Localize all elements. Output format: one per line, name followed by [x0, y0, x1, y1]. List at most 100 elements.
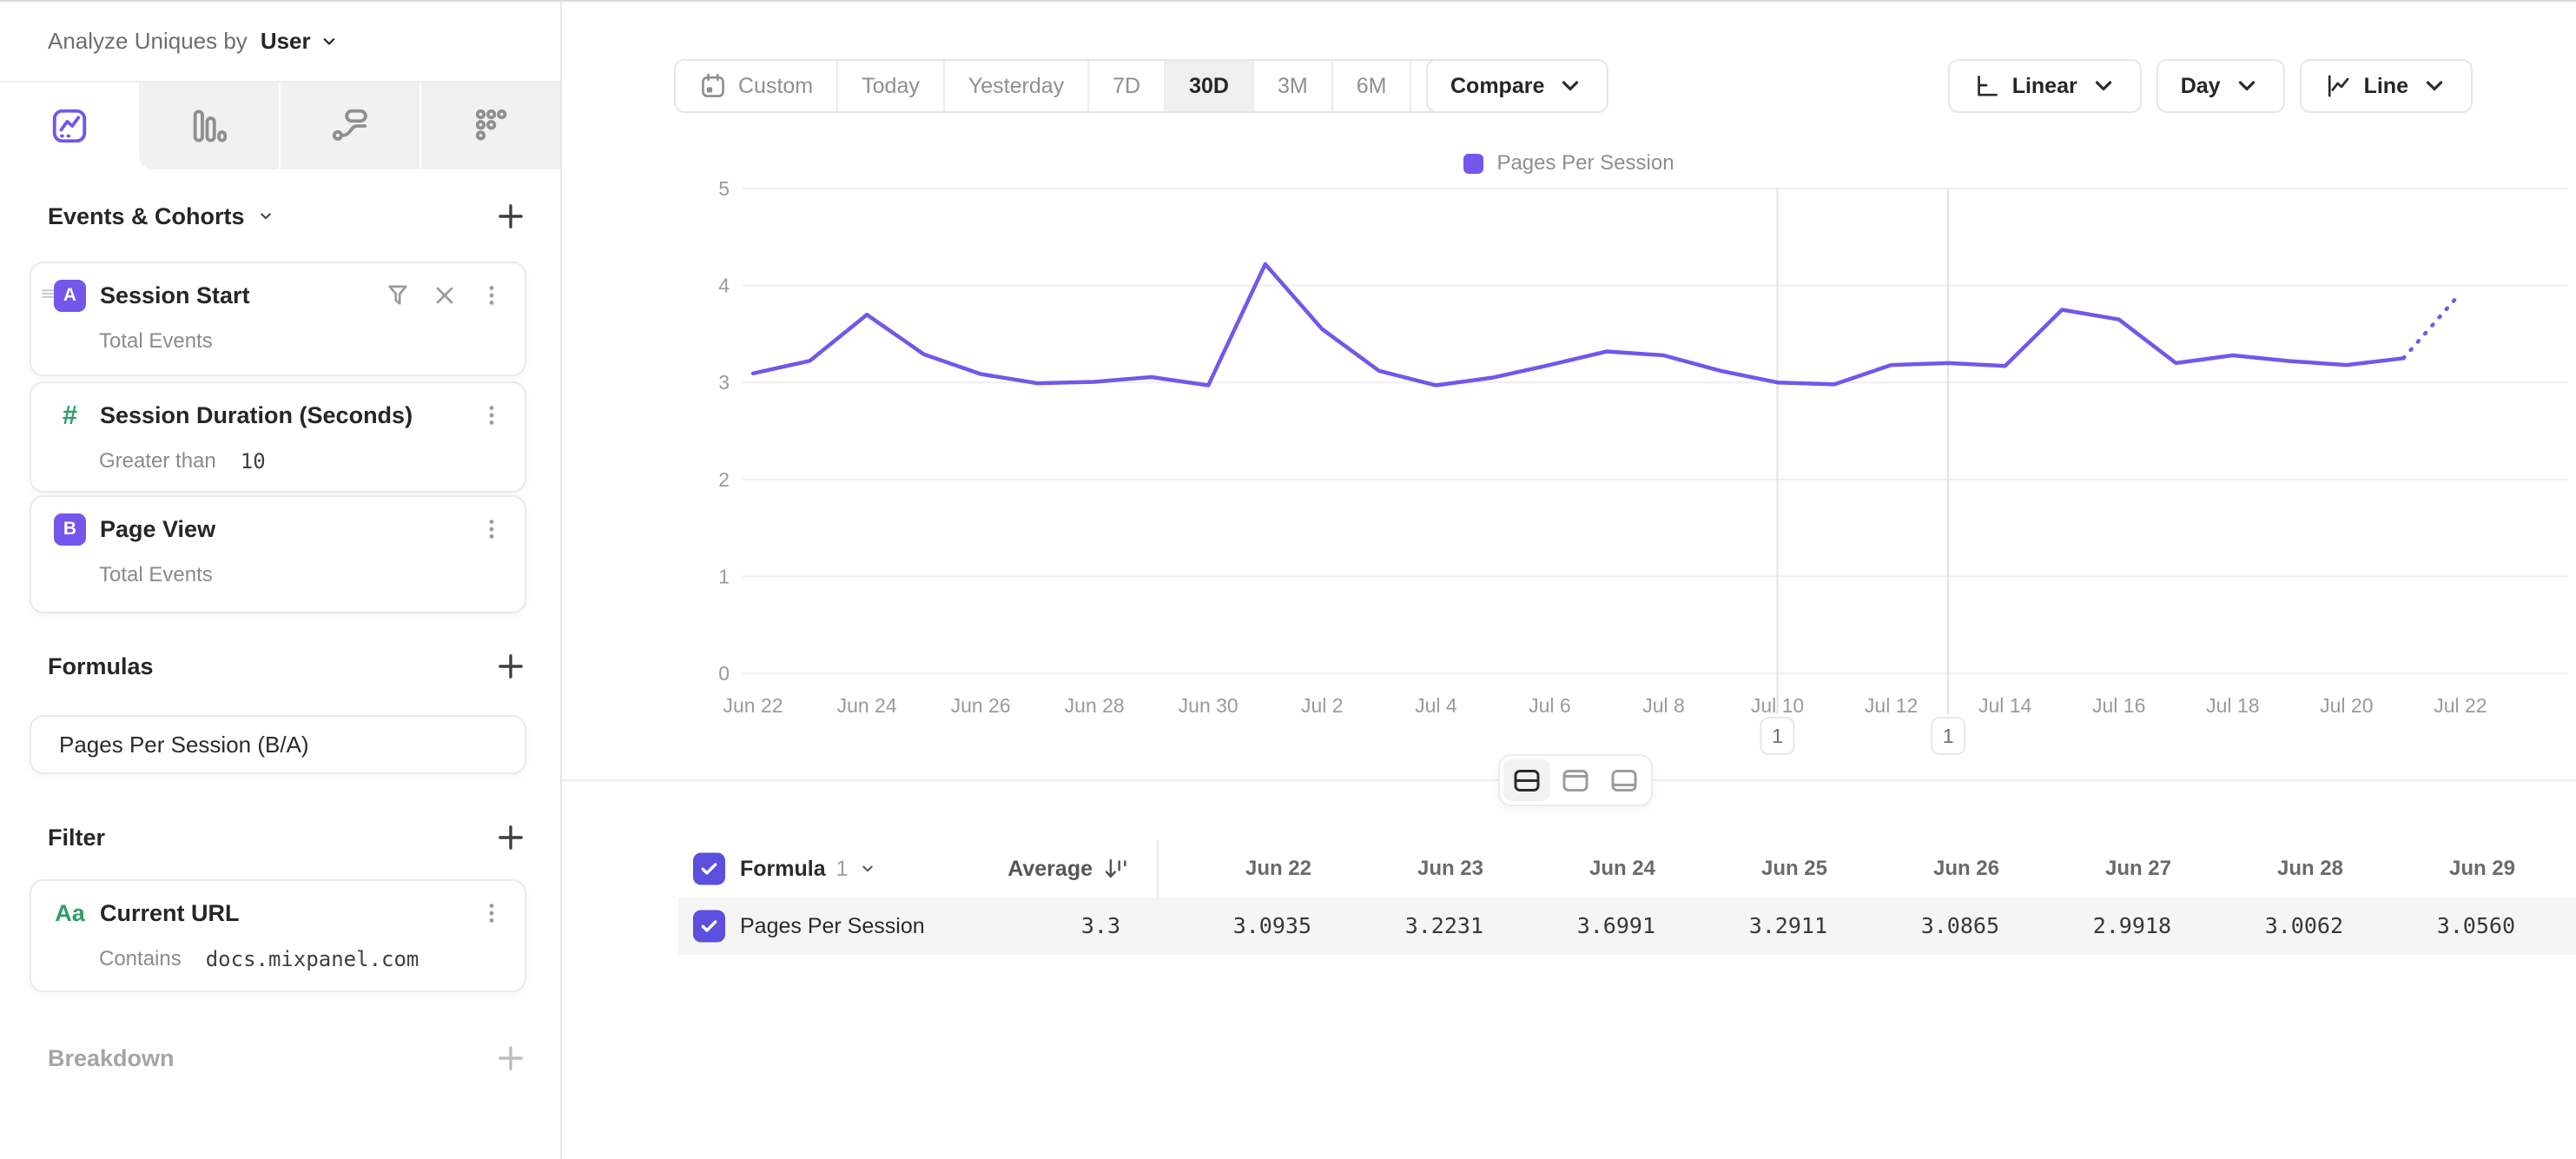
- svg-text:Jul 22: Jul 22: [2434, 694, 2487, 717]
- date-range-7d[interactable]: 7D: [1089, 61, 1166, 111]
- view-toggle-table-only-view[interactable]: [1601, 759, 1648, 801]
- date-range-segmented-control: CustomTodayYesterday7D30D3M6M12M: [674, 59, 1503, 113]
- property-actions: [478, 401, 505, 429]
- chart-type-button[interactable]: Line: [2299, 59, 2473, 113]
- svg-text:1: 1: [1772, 725, 1783, 747]
- property-condition[interactable]: Greater than 10: [99, 449, 266, 474]
- add-breakdown-button[interactable]: [494, 1042, 527, 1075]
- add-event-button[interactable]: [494, 200, 527, 233]
- table-date-headers: Jun 22 Jun 23 Jun 24 Jun 25 Jun 26 Jun 27 Jun …: [1157, 840, 2576, 897]
- breakdown-section-header: Breakdown: [48, 1038, 527, 1078]
- date-range-3m[interactable]: 3M: [1254, 61, 1333, 111]
- filter-card-current-url[interactable]: Aa Current URL Contains docs.mixpanel.co…: [30, 879, 526, 992]
- date-range-30d[interactable]: 30D: [1166, 61, 1254, 111]
- formulas-title: Formulas: [48, 652, 154, 679]
- svg-text:Jun 22: Jun 22: [723, 694, 783, 717]
- table-cell-value: 3.2231: [1404, 913, 1483, 938]
- line-chart[interactable]: 0 1 2 3 4 5 Jun 22 Jun 24 Jun 26 Jun 28 Jun 30 Jul …: [562, 2, 2576, 766]
- chart-type-tab-metrics-grid[interactable]: [420, 83, 560, 169]
- compare-button[interactable]: Compare: [1426, 59, 1609, 113]
- condition-operator: Greater than: [99, 449, 216, 473]
- add-filter-button[interactable]: [494, 821, 527, 854]
- chevron-down-icon: [1556, 72, 1584, 100]
- event-card-page-view[interactable]: B Page View Total Events: [30, 495, 526, 613]
- event-card-session-start[interactable]: A Session Start Total Events: [30, 262, 526, 376]
- event-name: Session Start: [100, 281, 250, 308]
- chevron-down-icon[interactable]: [257, 208, 274, 225]
- chart-type-tab-insights-chart[interactable]: [0, 83, 140, 169]
- svg-text:Jul 6: Jul 6: [1529, 694, 1571, 717]
- property-title-row: # Session Duration (Seconds): [54, 397, 505, 434]
- view-toggle-chart-only-view[interactable]: [1552, 759, 1599, 801]
- event-actions: [478, 515, 505, 543]
- property-card-session-duration[interactable]: # Session Duration (Seconds) Greater tha…: [30, 381, 526, 493]
- chevron-down-icon: [859, 860, 876, 878]
- formula-column-header[interactable]: Formula 1: [740, 840, 876, 897]
- scale-button[interactable]: Linear: [1947, 59, 2142, 113]
- analyze-uniques-value: User: [260, 28, 311, 54]
- analyze-uniques-selector[interactable]: User: [261, 28, 339, 55]
- average-header-label: Average: [1007, 856, 1093, 881]
- svg-text:2: 2: [718, 468, 730, 491]
- chart-type-tabstrip: [0, 83, 560, 169]
- table-date-header: Jun 22: [1245, 857, 1311, 880]
- table-cell-value: 3.2911: [1748, 913, 1827, 938]
- table-row-pages-per-session[interactable]: Pages Per Session 3.3: [562, 897, 2576, 955]
- granularity-label: Day: [2180, 73, 2221, 98]
- filter-icon[interactable]: [384, 281, 412, 309]
- filter-condition[interactable]: Contains docs.mixpanel.com: [99, 947, 419, 971]
- calendar-icon: [699, 72, 727, 100]
- chart-type-tab-bar-chart[interactable]: [139, 83, 281, 169]
- chart-only-view-icon: [1560, 765, 1591, 796]
- kebab-menu-icon[interactable]: [478, 899, 505, 927]
- linear-axis-icon: [1972, 72, 2000, 100]
- event-aggregation[interactable]: Total Events: [99, 329, 213, 354]
- events-cohorts-section-header: Events & Cohorts: [48, 196, 527, 236]
- drag-handle-icon[interactable]: [35, 281, 61, 307]
- chart-type-label: Line: [2363, 73, 2408, 98]
- chart-type-tab-flow-chart[interactable]: [280, 83, 421, 169]
- kebab-menu-icon[interactable]: [478, 401, 505, 429]
- svg-text:Jul 14: Jul 14: [1978, 694, 2032, 717]
- check-icon: [697, 858, 721, 881]
- date-range-yesterday[interactable]: Yesterday: [945, 61, 1090, 111]
- view-toggle-split-view[interactable]: [1503, 759, 1550, 801]
- table-date-header: Jun 25: [1760, 857, 1827, 880]
- select-all-checkbox[interactable]: [693, 852, 725, 885]
- numeric-property-icon: #: [62, 400, 78, 430]
- svg-text:Jul 12: Jul 12: [1865, 694, 1918, 717]
- kebab-menu-icon[interactable]: [478, 281, 505, 309]
- formula-card[interactable]: Pages Per Session (B/A): [30, 715, 526, 774]
- svg-text:Jul 18: Jul 18: [2206, 694, 2259, 717]
- query-builder-sidebar: Analyze Uniques by User Events & Cohorts…: [0, 2, 562, 1159]
- filter-property-name: Current URL: [100, 899, 240, 926]
- table-cell-value: 3.6991: [1576, 913, 1655, 938]
- analyze-uniques-row: Analyze Uniques by User: [0, 2, 560, 83]
- chevron-down-icon: [320, 32, 339, 51]
- date-range-6m[interactable]: 6M: [1333, 61, 1412, 111]
- table-header-row: Formula 1 Average: [562, 840, 2576, 897]
- table-date-header: Jun 27: [2104, 857, 2171, 880]
- event-aggregation[interactable]: Total Events: [99, 563, 213, 587]
- row-checkbox[interactable]: [693, 910, 725, 943]
- svg-text:3: 3: [718, 371, 730, 394]
- chart-toolbar: CustomTodayYesterday7D30D3M6M12M Compare…: [562, 59, 2576, 113]
- analyze-uniques-label: Analyze Uniques by: [48, 28, 248, 54]
- date-range-custom[interactable]: Custom: [676, 61, 839, 111]
- check-icon: [697, 915, 721, 938]
- date-range-today[interactable]: Today: [838, 61, 945, 111]
- kebab-menu-icon[interactable]: [478, 515, 505, 543]
- table-date-header: Jun 26: [1932, 857, 1999, 880]
- compare-label: Compare: [1450, 73, 1545, 98]
- event-title-row: B Page View: [54, 511, 505, 547]
- chart-legend[interactable]: Pages Per Session: [562, 151, 2576, 176]
- row-average-value: 3.3: [1080, 913, 1120, 938]
- formulas-section-header: Formulas: [48, 646, 527, 686]
- svg-text:0: 0: [718, 662, 730, 685]
- close-icon[interactable]: [431, 281, 459, 309]
- chevron-down-icon: [2090, 72, 2117, 100]
- sort-descending-icon[interactable]: [1103, 855, 1131, 883]
- table-only-view-icon: [1608, 765, 1640, 796]
- granularity-button[interactable]: Day: [2156, 59, 2285, 113]
- add-formula-button[interactable]: [494, 650, 527, 683]
